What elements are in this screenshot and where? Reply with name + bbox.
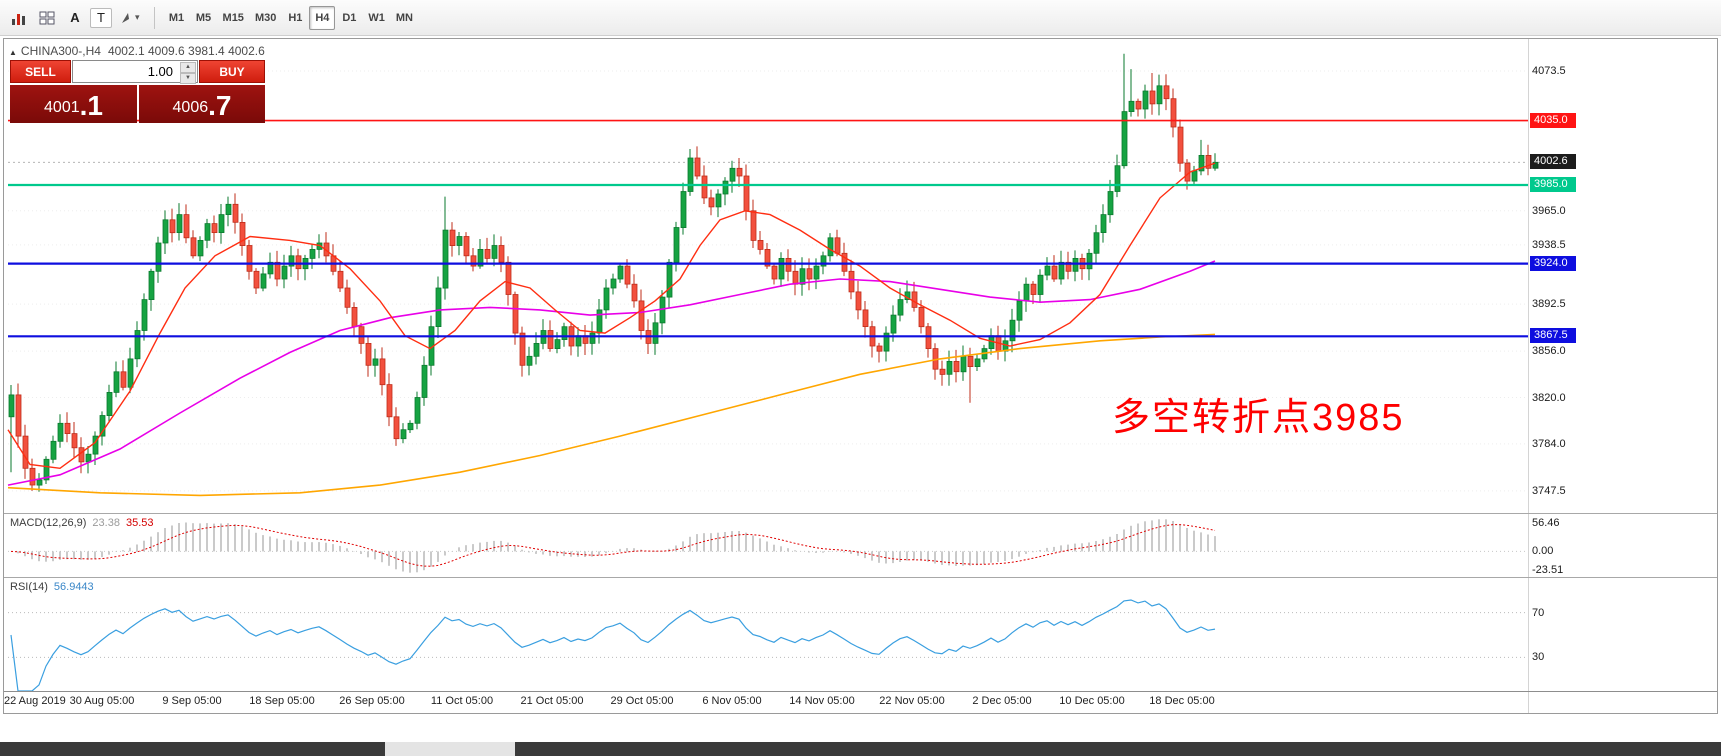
buy-price-display[interactable]: 4006.7 bbox=[139, 85, 265, 123]
rsi-label: RSI(14) 56.9443 bbox=[10, 581, 94, 593]
text-label-icon[interactable]: T bbox=[90, 7, 112, 28]
background-window-strip bbox=[0, 742, 1721, 756]
sell-price-display[interactable]: 4001.1 bbox=[10, 85, 137, 123]
macd-label: MACD(12,26,9) 23.38 35.53 bbox=[10, 517, 153, 529]
price-axis-border bbox=[1528, 39, 1529, 713]
tile-windows-glyph bbox=[39, 11, 55, 24]
timeframe-button-m15[interactable]: M15 bbox=[222, 11, 244, 24]
toolbar-separator bbox=[153, 6, 155, 29]
timeframe-button-m5[interactable]: M5 bbox=[195, 11, 212, 24]
cursor-mode-icon[interactable]: ▾ bbox=[114, 6, 145, 30]
volume-field: ▲ ▼ bbox=[72, 60, 198, 84]
background-window-fragment bbox=[385, 742, 515, 756]
sell-button[interactable]: SELL bbox=[10, 60, 71, 83]
symbol-period-label: CHINA300-,H4 bbox=[20, 44, 101, 58]
price-axis[interactable] bbox=[1529, 39, 1589, 691]
macd-name: MACD(12,26,9) bbox=[10, 517, 87, 529]
time-axis-separator bbox=[4, 691, 1717, 692]
timeframe-group: M1 M5 M15 M30 H1 H4 D1 W1 MN bbox=[164, 5, 418, 30]
chart-symbol-header: ▲ CHINA300-,H4 4002.1 4009.6 3981.4 4002.6 bbox=[9, 44, 265, 58]
cursor-arrow-glyph bbox=[122, 12, 129, 23]
ohlc-values: 4002.1 4009.6 3981.4 4002.6 bbox=[107, 44, 265, 58]
volume-decrease-button[interactable]: ▼ bbox=[180, 73, 196, 84]
volume-input[interactable] bbox=[73, 61, 177, 82]
toolbar: A T ▾ M1 M5 M15 M30 H1 H4 D1 W1 MN bbox=[0, 0, 1721, 36]
timeframe-button-h4[interactable]: H4 bbox=[309, 5, 336, 30]
volume-spinner: ▲ ▼ bbox=[180, 62, 196, 84]
bid-price-small: 4001 bbox=[44, 99, 80, 116]
panel-separator-rsi bbox=[4, 577, 1717, 578]
panel-separator-macd bbox=[4, 513, 1717, 514]
timeframe-button-mn[interactable]: MN bbox=[395, 11, 413, 24]
rsi-name: RSI(14) bbox=[10, 581, 48, 593]
chart-window bbox=[3, 38, 1718, 714]
tile-windows-icon[interactable] bbox=[34, 6, 60, 30]
time-axis[interactable] bbox=[4, 692, 1528, 713]
timeframe-button-m1[interactable]: M1 bbox=[168, 11, 185, 24]
indicators-chart-glyph bbox=[12, 13, 25, 25]
indicators-chart-icon[interactable] bbox=[6, 6, 32, 30]
macd-signal-value: 35.53 bbox=[125, 517, 154, 529]
timeframe-button-m30[interactable]: M30 bbox=[254, 11, 277, 24]
one-click-collapse-icon[interactable]: ▲ bbox=[9, 48, 17, 57]
rsi-value: 56.9443 bbox=[53, 581, 94, 593]
timeframe-button-w1[interactable]: W1 bbox=[368, 11, 385, 24]
ask-price-big: .7 bbox=[208, 90, 232, 121]
volume-increase-button[interactable]: ▲ bbox=[180, 62, 196, 73]
font-icon[interactable]: A bbox=[70, 10, 80, 25]
timeframe-button-h1[interactable]: H1 bbox=[288, 11, 303, 24]
ask-price-small: 4006 bbox=[172, 99, 209, 116]
timeframe-button-d1[interactable]: D1 bbox=[342, 11, 357, 24]
bid-price-big: .1 bbox=[79, 90, 103, 121]
dropdown-caret-icon: ▾ bbox=[135, 12, 140, 22]
macd-main-value: 23.38 bbox=[92, 517, 120, 529]
chart-annotation-text[interactable]: 多空转折点3985 bbox=[1112, 397, 1405, 439]
buy-button[interactable]: BUY bbox=[199, 60, 265, 83]
